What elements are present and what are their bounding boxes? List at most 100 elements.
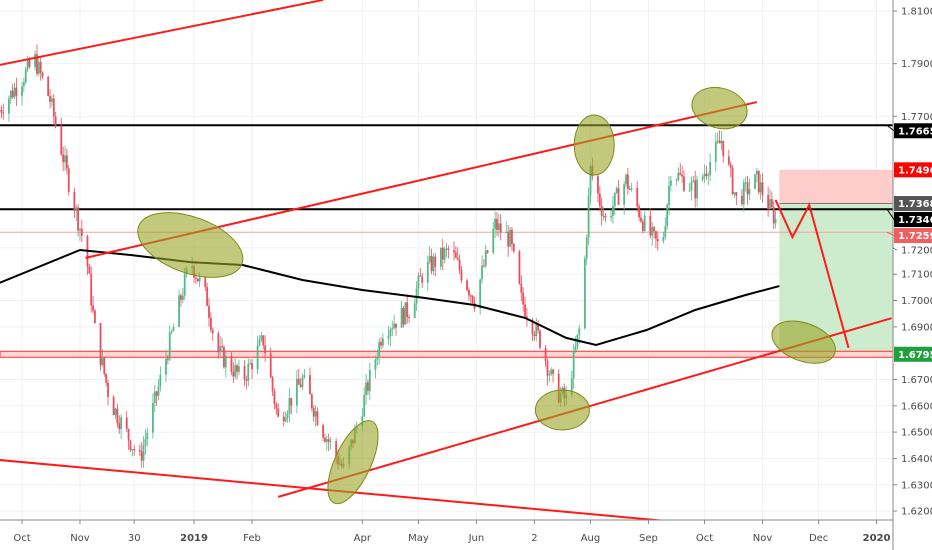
candle-body bbox=[692, 180, 695, 182]
candle-body bbox=[277, 408, 280, 417]
highlight-ellipse bbox=[534, 389, 590, 431]
candle bbox=[625, 173, 627, 188]
candle-body bbox=[570, 378, 573, 395]
candle bbox=[400, 301, 403, 328]
candle bbox=[138, 444, 141, 456]
candle bbox=[754, 174, 756, 190]
candle bbox=[643, 211, 646, 233]
candle bbox=[615, 186, 618, 195]
candle-body bbox=[251, 363, 253, 370]
candle bbox=[735, 192, 738, 206]
candle-body bbox=[617, 188, 620, 205]
candle-body bbox=[180, 295, 182, 300]
time-tick-label: 2020 bbox=[863, 533, 891, 544]
candle bbox=[718, 130, 721, 144]
candle bbox=[219, 336, 222, 357]
candle bbox=[79, 227, 81, 241]
candle-body bbox=[99, 323, 102, 366]
candle bbox=[290, 397, 293, 415]
candle bbox=[630, 182, 633, 192]
candle bbox=[404, 302, 407, 325]
candle bbox=[269, 347, 272, 379]
candle-body bbox=[204, 277, 207, 288]
candle-body bbox=[402, 307, 405, 325]
candle-body bbox=[153, 391, 156, 404]
candle-body bbox=[681, 174, 684, 177]
candle bbox=[432, 252, 435, 276]
candle bbox=[539, 329, 541, 350]
candle-body bbox=[382, 338, 384, 346]
candle bbox=[443, 246, 446, 264]
candle bbox=[651, 222, 654, 246]
candle-body bbox=[165, 358, 167, 375]
candle bbox=[127, 428, 130, 450]
candle bbox=[295, 369, 298, 414]
candle bbox=[325, 435, 328, 451]
candle-body bbox=[484, 250, 487, 266]
candle bbox=[168, 325, 171, 362]
candle bbox=[641, 219, 644, 234]
candle bbox=[367, 379, 369, 396]
candle bbox=[636, 180, 639, 213]
candle bbox=[299, 378, 302, 388]
candle-body bbox=[116, 408, 119, 424]
candle-body bbox=[469, 295, 472, 297]
candle bbox=[80, 219, 83, 243]
candle bbox=[103, 357, 106, 377]
candle-body bbox=[600, 205, 603, 216]
candle bbox=[694, 170, 697, 208]
candle-body bbox=[15, 87, 18, 96]
candle bbox=[497, 213, 500, 238]
candle bbox=[688, 183, 691, 192]
candle-body bbox=[380, 341, 382, 346]
candle-body bbox=[36, 54, 38, 74]
candle-body bbox=[178, 295, 180, 327]
time-tick-label: Apr bbox=[354, 533, 372, 544]
candle bbox=[54, 111, 57, 129]
candle bbox=[13, 82, 16, 99]
candle-body bbox=[260, 335, 263, 340]
candle bbox=[587, 187, 590, 246]
price-tick-label: 1.77000 bbox=[901, 112, 932, 123]
candle bbox=[223, 344, 225, 369]
candle bbox=[260, 331, 263, 343]
candle bbox=[524, 296, 526, 319]
candle-body bbox=[703, 173, 706, 177]
time-tick-label: Oct bbox=[13, 533, 30, 544]
candle bbox=[522, 287, 525, 312]
candle bbox=[284, 411, 287, 423]
candle bbox=[668, 176, 670, 216]
candle bbox=[662, 231, 665, 244]
candle bbox=[509, 227, 511, 248]
candle bbox=[466, 278, 468, 292]
candle-body bbox=[9, 90, 12, 99]
candle-body bbox=[456, 257, 459, 260]
candle-body bbox=[247, 363, 250, 381]
candle bbox=[417, 272, 420, 298]
candle bbox=[486, 249, 489, 254]
candle-body bbox=[335, 440, 338, 457]
candle-body bbox=[316, 411, 319, 426]
candle bbox=[707, 172, 710, 186]
candle-body bbox=[583, 258, 586, 329]
candle-body bbox=[690, 181, 693, 191]
candle bbox=[731, 165, 734, 196]
candle bbox=[499, 214, 502, 241]
candle bbox=[742, 178, 745, 212]
candle-body bbox=[518, 251, 521, 284]
candle-body bbox=[256, 345, 259, 370]
candle bbox=[744, 176, 747, 192]
candle-body bbox=[303, 375, 306, 378]
candle-body bbox=[535, 323, 538, 337]
candle bbox=[37, 56, 40, 77]
candle bbox=[15, 77, 18, 106]
candle bbox=[649, 208, 652, 239]
candle-body bbox=[290, 397, 293, 406]
price-tag-bg bbox=[894, 196, 932, 212]
candle bbox=[262, 334, 265, 350]
candle-body bbox=[769, 199, 771, 210]
candle bbox=[105, 373, 108, 387]
candle-body bbox=[112, 396, 115, 416]
candles bbox=[0, 44, 777, 469]
